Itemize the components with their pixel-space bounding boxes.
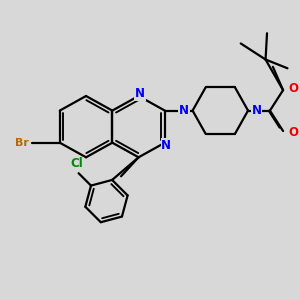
Text: Br: Br [15,138,28,148]
Text: Cl: Cl [71,157,83,170]
Text: O: O [288,82,298,95]
Text: N: N [179,104,189,117]
Text: O: O [288,126,298,139]
Text: N: N [135,87,145,100]
Text: N: N [161,139,171,152]
Text: N: N [251,104,262,117]
